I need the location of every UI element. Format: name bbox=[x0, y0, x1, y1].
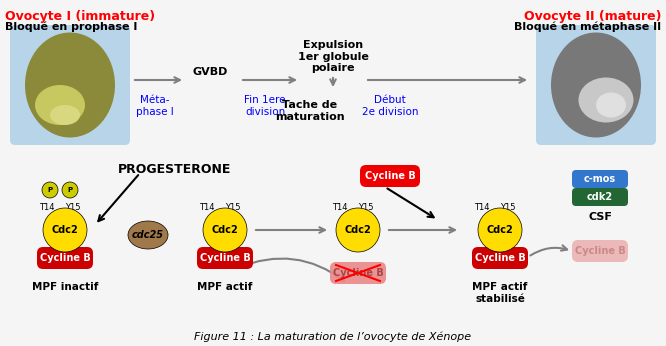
Circle shape bbox=[42, 182, 58, 198]
Text: Ovocyte I (immature): Ovocyte I (immature) bbox=[5, 10, 155, 23]
FancyBboxPatch shape bbox=[10, 25, 130, 145]
Text: Cdc2: Cdc2 bbox=[487, 225, 513, 235]
FancyBboxPatch shape bbox=[472, 247, 528, 269]
Text: Y15: Y15 bbox=[500, 203, 515, 212]
Text: T14: T14 bbox=[39, 203, 55, 212]
Ellipse shape bbox=[50, 105, 80, 125]
Text: cdc25: cdc25 bbox=[132, 230, 164, 240]
FancyBboxPatch shape bbox=[572, 170, 628, 188]
Text: T14: T14 bbox=[474, 203, 490, 212]
FancyBboxPatch shape bbox=[360, 165, 420, 187]
Text: Fin 1ere
division: Fin 1ere division bbox=[244, 95, 286, 117]
Text: P: P bbox=[47, 187, 53, 193]
Text: c-mos: c-mos bbox=[584, 174, 616, 184]
Text: Cycline B: Cycline B bbox=[575, 246, 625, 256]
Text: Cdc2: Cdc2 bbox=[212, 225, 238, 235]
Text: PROGESTERONE: PROGESTERONE bbox=[119, 163, 232, 176]
Circle shape bbox=[203, 208, 247, 252]
Text: Cycline B: Cycline B bbox=[332, 268, 384, 278]
FancyBboxPatch shape bbox=[330, 262, 386, 284]
Text: Bloqué en prophase I: Bloqué en prophase I bbox=[5, 22, 137, 33]
Ellipse shape bbox=[35, 85, 85, 125]
Text: MPF inactif: MPF inactif bbox=[32, 282, 98, 292]
Text: Cycline B: Cycline B bbox=[475, 253, 525, 263]
Ellipse shape bbox=[25, 33, 115, 137]
FancyBboxPatch shape bbox=[197, 247, 253, 269]
Text: Bloqué en métaphase II: Bloqué en métaphase II bbox=[514, 22, 661, 33]
Text: Cycline B: Cycline B bbox=[39, 253, 91, 263]
Circle shape bbox=[478, 208, 522, 252]
Text: Début
2e division: Début 2e division bbox=[362, 95, 418, 117]
Circle shape bbox=[62, 182, 78, 198]
Ellipse shape bbox=[551, 33, 641, 137]
Text: Y15: Y15 bbox=[225, 203, 240, 212]
Text: cdk2: cdk2 bbox=[587, 192, 613, 202]
Text: Cycline B: Cycline B bbox=[200, 253, 250, 263]
Circle shape bbox=[336, 208, 380, 252]
Text: Tache de
maturation: Tache de maturation bbox=[275, 100, 345, 121]
Ellipse shape bbox=[128, 221, 168, 249]
Circle shape bbox=[43, 208, 87, 252]
Text: Cdc2: Cdc2 bbox=[344, 225, 372, 235]
Text: CSF: CSF bbox=[588, 212, 612, 222]
Text: Y15: Y15 bbox=[358, 203, 374, 212]
Text: T14: T14 bbox=[332, 203, 348, 212]
FancyBboxPatch shape bbox=[536, 25, 656, 145]
Text: MPF actif: MPF actif bbox=[197, 282, 252, 292]
Text: Ovocyte II (mature): Ovocyte II (mature) bbox=[523, 10, 661, 23]
Text: Figure 11 : La maturation de l’ovocyte de Xénope: Figure 11 : La maturation de l’ovocyte d… bbox=[194, 331, 472, 342]
Text: Expulsion
1er globule
polaire: Expulsion 1er globule polaire bbox=[298, 40, 368, 73]
Text: Y15: Y15 bbox=[65, 203, 81, 212]
FancyBboxPatch shape bbox=[37, 247, 93, 269]
FancyBboxPatch shape bbox=[572, 240, 628, 262]
Text: GVBD: GVBD bbox=[192, 67, 228, 77]
Text: P: P bbox=[67, 187, 73, 193]
Ellipse shape bbox=[596, 92, 626, 118]
Text: Méta-
phase I: Méta- phase I bbox=[136, 95, 174, 117]
Text: T14: T14 bbox=[199, 203, 214, 212]
Text: Cdc2: Cdc2 bbox=[52, 225, 79, 235]
Ellipse shape bbox=[579, 78, 633, 122]
Text: Cycline B: Cycline B bbox=[364, 171, 416, 181]
Text: MPF actif
stabilisé: MPF actif stabilisé bbox=[472, 282, 527, 303]
FancyBboxPatch shape bbox=[572, 188, 628, 206]
